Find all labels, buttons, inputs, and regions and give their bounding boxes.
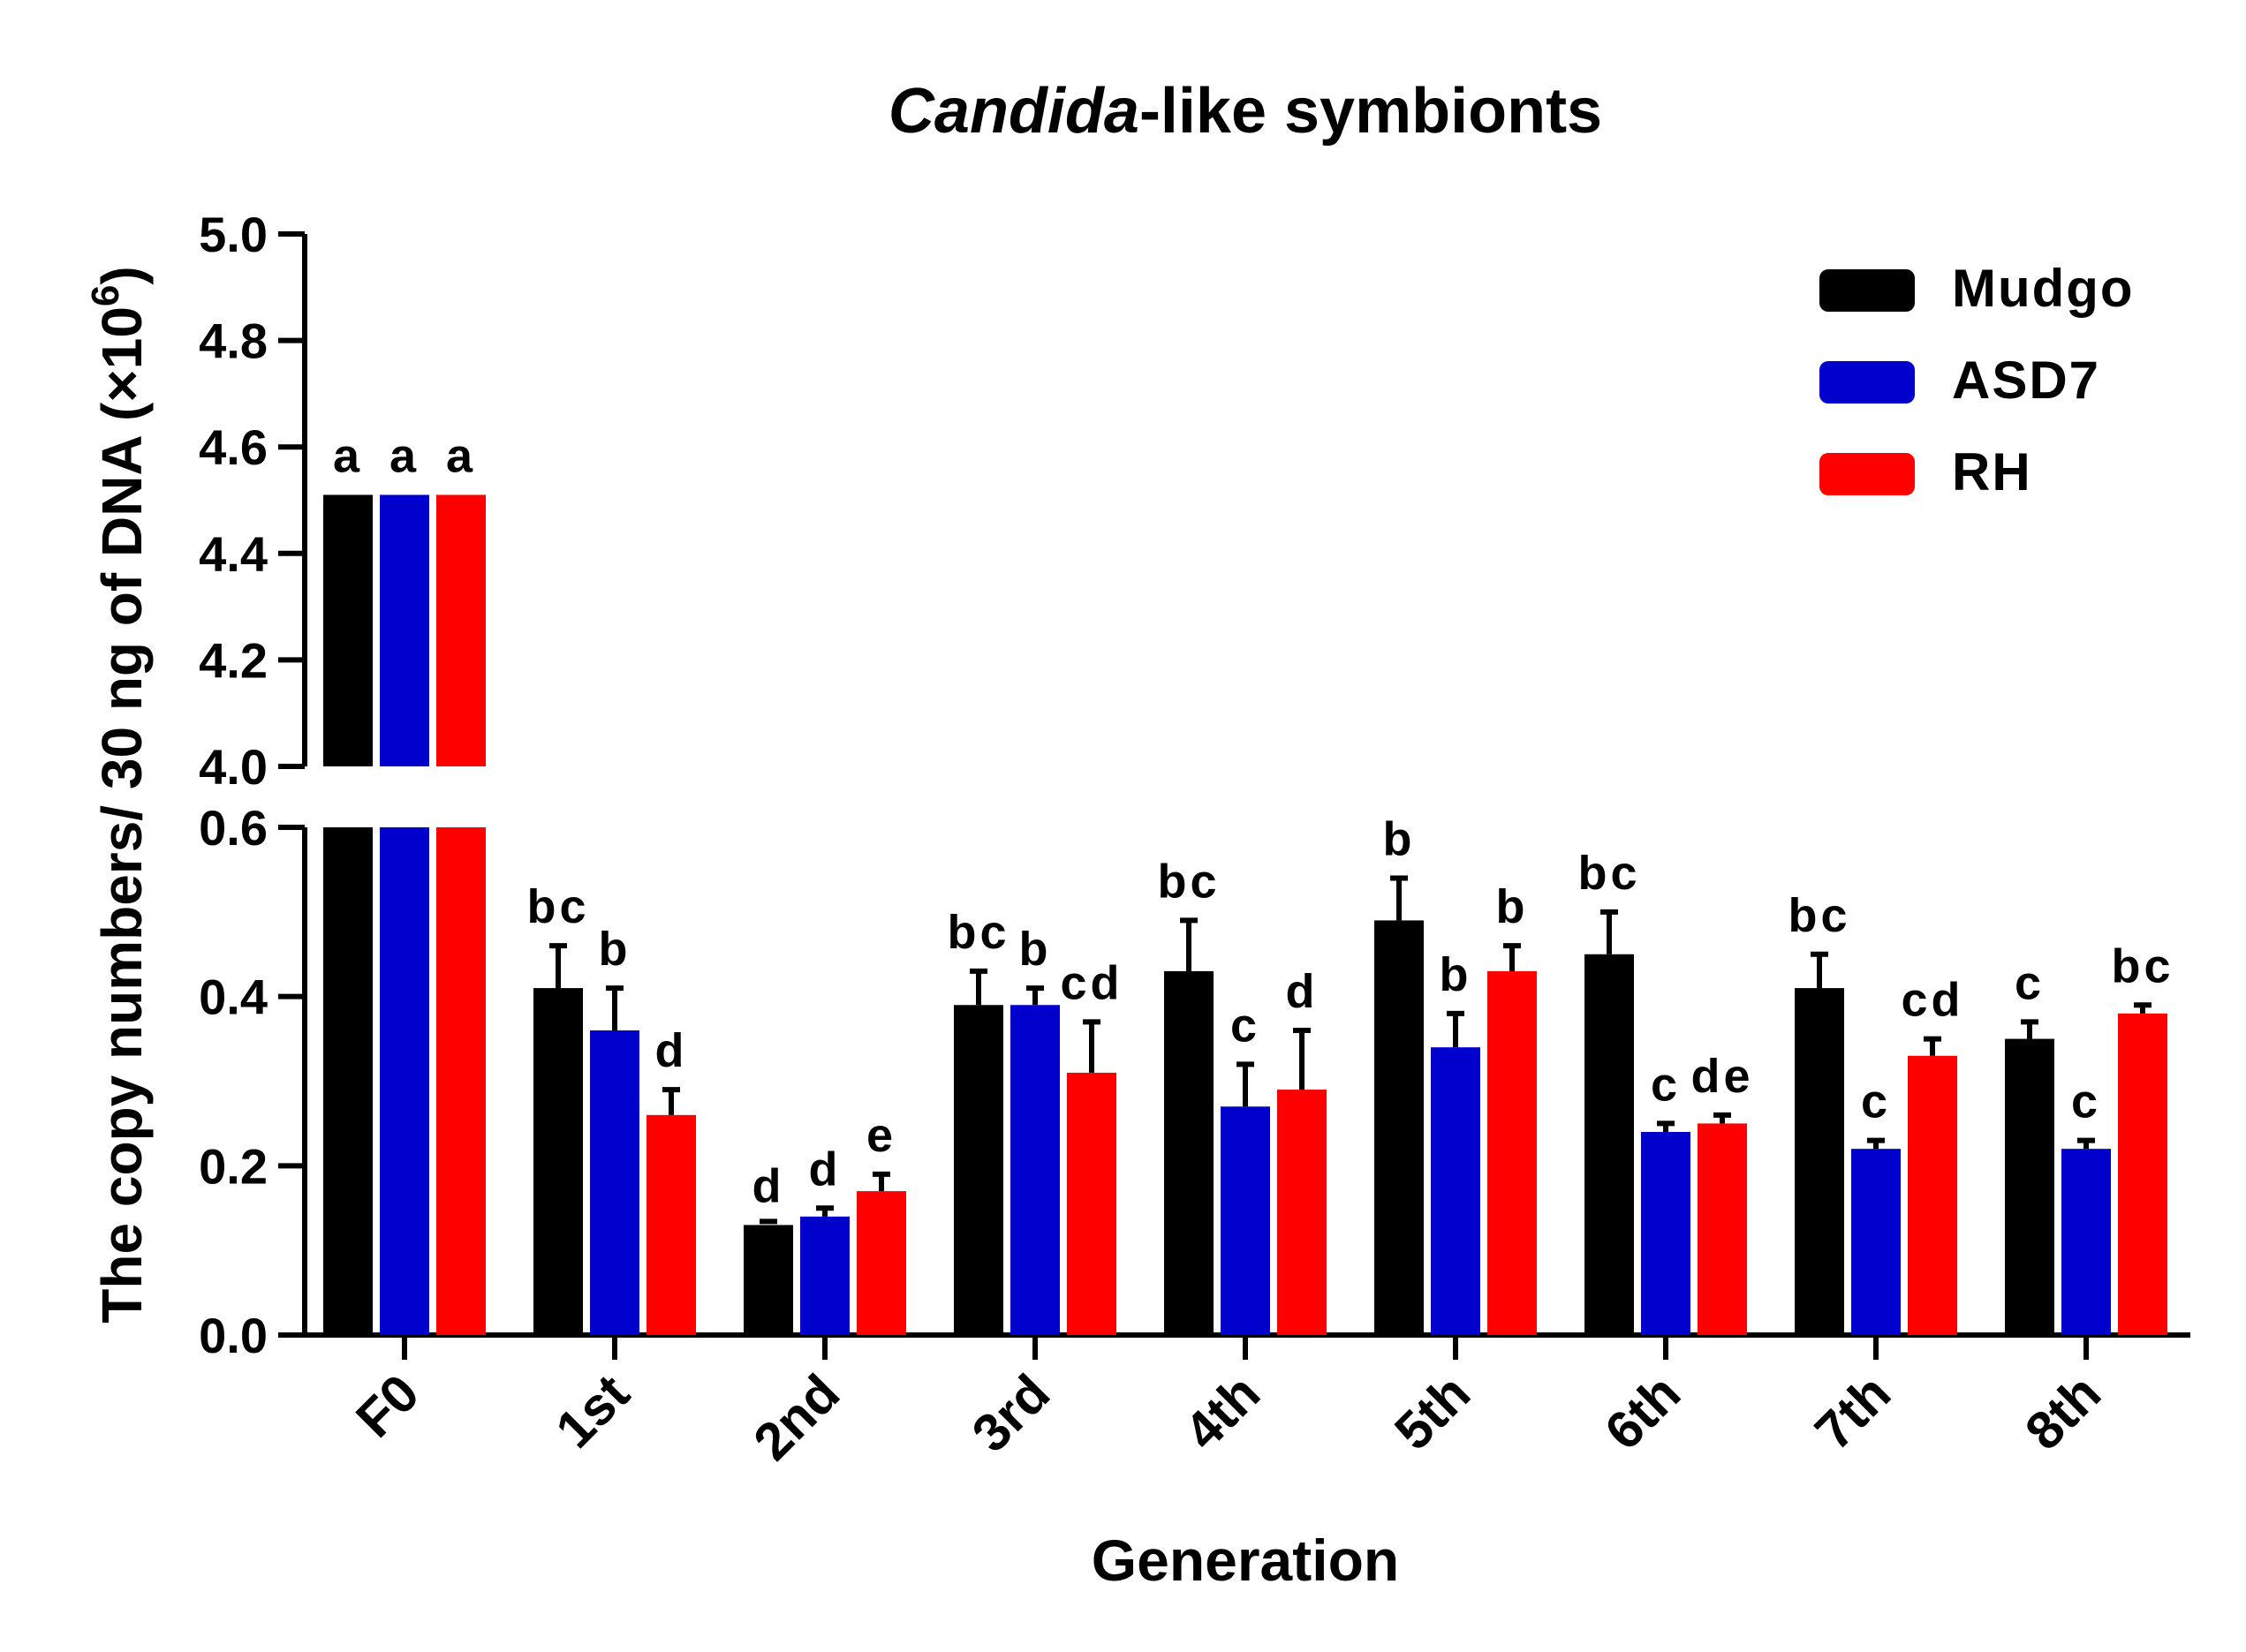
bar-asd7	[1010, 1005, 1060, 1335]
y-tick-label: 4.4	[199, 526, 268, 582]
chart-title: Candida-like symbionts	[889, 76, 1602, 147]
bar-mudgo	[954, 1005, 1003, 1335]
significance-label: a	[389, 429, 420, 482]
legend-label: RH	[1952, 442, 2032, 502]
bar-mudgo	[533, 988, 583, 1335]
significance-label: b	[1440, 948, 1472, 1001]
bar-mudgo	[1795, 988, 1844, 1335]
y-axis-label: The copy numbers/ 30 ng of DNA (×106)	[84, 266, 154, 1323]
bar-mudgo	[2005, 1038, 2054, 1335]
significance-label: bc	[1157, 855, 1220, 908]
x-tick-label: 5th	[1383, 1363, 1481, 1461]
significance-label: d	[752, 1159, 785, 1212]
significance-label: a	[333, 429, 363, 482]
significance-label: bc	[526, 880, 589, 933]
significance-label: d	[809, 1143, 842, 1196]
significance-label: e	[866, 1109, 896, 1162]
y-tick-label: 0.6	[199, 800, 268, 856]
significance-label: bc	[1577, 847, 1640, 900]
significance-label: c	[2015, 956, 2045, 1009]
x-tick-label: 7th	[1804, 1363, 1902, 1461]
legend: Mudgo ASD7 RH	[1819, 259, 2135, 502]
bar-mudgo	[1164, 970, 1214, 1335]
x-tick-label: 3rd	[961, 1363, 1061, 1463]
significance-label: b	[1496, 880, 1529, 933]
bar-asd7-lower	[380, 827, 429, 1335]
bar-asd7	[380, 494, 429, 766]
x-tick-label: 1st	[544, 1363, 640, 1460]
y-tick-label: 0.0	[199, 1308, 268, 1363]
y-tick-label: 5.0	[199, 207, 268, 262]
bar-mudgo	[744, 1225, 793, 1335]
significance-label: d	[1286, 965, 1319, 1018]
bar-mudgo-lower	[323, 827, 373, 1335]
x-tick-label: 2nd	[742, 1363, 851, 1472]
y-tick-label: 4.6	[199, 419, 268, 475]
bar-rh	[857, 1191, 906, 1335]
significance-label: cd	[1901, 974, 1963, 1027]
bar-asd7	[1221, 1106, 1270, 1335]
bar-mudgo	[1584, 954, 1634, 1335]
bar-mudgo	[1374, 920, 1424, 1335]
bar-asd7	[1431, 1047, 1480, 1335]
bar-rh	[1277, 1090, 1327, 1335]
bar-asd7	[590, 1030, 639, 1335]
bar-rh-lower	[436, 827, 486, 1335]
legend-swatch-asd7	[1819, 361, 1915, 404]
significance-label: b	[1383, 813, 1416, 866]
bar-asd7	[2061, 1149, 2111, 1335]
significance-label: cd	[1060, 956, 1123, 1009]
bar-asd7	[1641, 1132, 1690, 1335]
significance-label: c	[2071, 1075, 2101, 1128]
y-tick-label: 0.4	[199, 969, 268, 1025]
bar-rh	[647, 1114, 696, 1335]
y-tick-label: 0.2	[199, 1138, 268, 1194]
x-tick-label: 8th	[2014, 1363, 2112, 1461]
bar-rh	[2118, 1013, 2167, 1335]
bar-mudgo	[323, 494, 373, 766]
bar-rh	[436, 494, 486, 766]
y-tick-label: 4.2	[199, 632, 268, 688]
significance-label: b	[1019, 923, 1052, 976]
significance-label: c	[1230, 999, 1260, 1052]
bar-rh	[1698, 1123, 1747, 1335]
significance-label: a	[446, 429, 476, 482]
y-tick-label: 4.8	[199, 313, 268, 369]
bar-asd7	[1851, 1149, 1901, 1335]
bar-rh	[1487, 970, 1537, 1335]
significance-label: bc	[947, 906, 1010, 959]
significance-label: bc	[1788, 889, 1850, 942]
significance-label: bc	[2111, 939, 2174, 992]
x-tick-label: 4th	[1173, 1363, 1271, 1461]
legend-swatch-mudgo	[1819, 269, 1915, 312]
significance-label: de	[1690, 1050, 1753, 1103]
bar-rh	[1908, 1055, 1957, 1335]
x-tick-label: 6th	[1593, 1363, 1691, 1461]
bar-asd7	[800, 1216, 850, 1335]
significance-label: d	[655, 1024, 688, 1077]
plot-area: 0.00.20.40.64.04.24.44.64.85.0abcdbcbcbb…	[199, 207, 2190, 1472]
legend-swatch-rh	[1819, 453, 1915, 495]
significance-label: b	[599, 923, 631, 976]
significance-label: c	[1861, 1075, 1891, 1128]
x-tick-label: F0	[344, 1363, 430, 1449]
y-tick-label: 4.0	[199, 739, 268, 795]
significance-label: c	[1651, 1058, 1681, 1111]
legend-label: ASD7	[1952, 351, 2100, 410]
legend-label: Mudgo	[1952, 259, 2135, 318]
x-axis-label: Generation	[1092, 1528, 1399, 1593]
bar-rh	[1067, 1072, 1116, 1335]
